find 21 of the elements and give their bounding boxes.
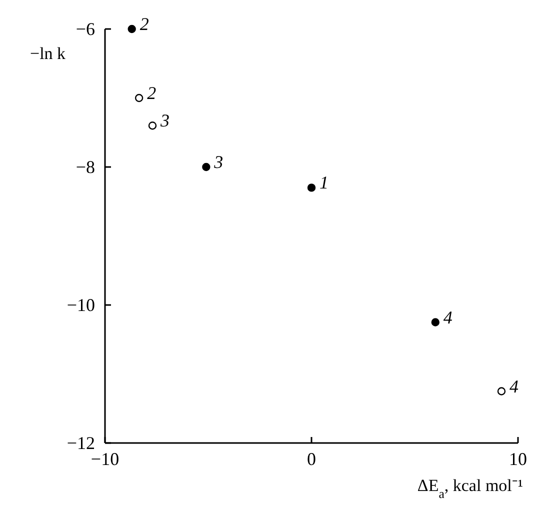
y-tick-label: −6 (76, 19, 95, 39)
point (148, 122, 157, 130)
annotation: 3 (213, 152, 224, 172)
x-tick-label: 0 (307, 449, 316, 469)
annotation: 2 (140, 14, 149, 34)
y-axis-title: −ln k (30, 44, 66, 63)
annotation: 4 (509, 376, 518, 396)
x-tick-label: 10 (509, 449, 527, 469)
y-tick-label: −8 (76, 157, 95, 177)
point (431, 318, 440, 326)
point (128, 24, 136, 34)
point (134, 94, 144, 102)
annotation: 2 (147, 83, 156, 103)
x-axis-title: ΔE$_{a}$, kcal mol⁻¹ (417, 476, 523, 501)
annotation: 1 (320, 172, 328, 193)
annotation: 4 (443, 307, 452, 328)
point (497, 387, 506, 396)
point (202, 162, 210, 172)
y-tick-label: −10 (66, 295, 95, 315)
point (307, 184, 316, 192)
annotation: 3 (159, 110, 170, 131)
